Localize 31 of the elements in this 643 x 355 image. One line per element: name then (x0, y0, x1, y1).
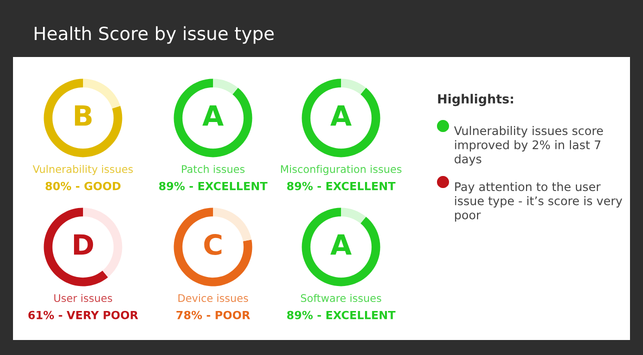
text: Vulnerability issues score improved by 2% in last 7 days (454, 126, 603, 166)
donut-slice (174, 78, 252, 158)
text: Health Score by issue type (34, 26, 274, 44)
donut-slice (213, 78, 238, 94)
text: A (202, 105, 224, 126)
text: 89% - EXCELLENT (287, 310, 396, 320)
donut-slice (341, 78, 366, 94)
donut-slice (44, 208, 108, 286)
donut-slice (341, 208, 366, 224)
text: Highlights: (438, 94, 514, 106)
text: Pay attention to the user issue type - it’s score is very poor (455, 182, 622, 222)
text: 89% - EXCELLENT (159, 182, 268, 190)
text: 80% - GOOD (46, 182, 121, 190)
donut-slice (174, 208, 252, 286)
text: B (74, 105, 92, 126)
text: Misconfiguration issues (281, 164, 402, 176)
text: C (204, 234, 222, 256)
text: A (330, 105, 352, 126)
text: D (74, 234, 94, 255)
text: Software issues (300, 294, 382, 302)
text: 89% - EXCELLENT (287, 182, 396, 190)
text: A (330, 234, 352, 255)
text: Patch issues (182, 164, 245, 174)
text: Device issues (178, 294, 248, 302)
text: User issues (54, 294, 112, 302)
text: 61% - VERY POOR (28, 310, 138, 320)
text: Vulnerability issues (32, 164, 133, 176)
donut-slice (44, 78, 122, 158)
text: 78% - POOR (176, 310, 250, 320)
donut-slice (302, 208, 380, 286)
donut-slice (302, 78, 380, 158)
